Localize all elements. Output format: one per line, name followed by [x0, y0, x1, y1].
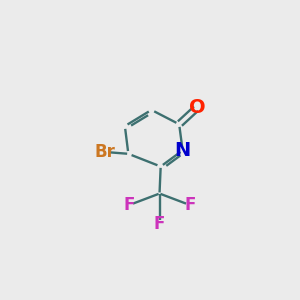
Text: N: N	[175, 141, 191, 160]
Text: O: O	[189, 98, 206, 117]
Text: F: F	[184, 196, 196, 214]
Text: F: F	[123, 196, 135, 214]
Text: Br: Br	[94, 143, 115, 161]
Text: F: F	[154, 215, 165, 233]
